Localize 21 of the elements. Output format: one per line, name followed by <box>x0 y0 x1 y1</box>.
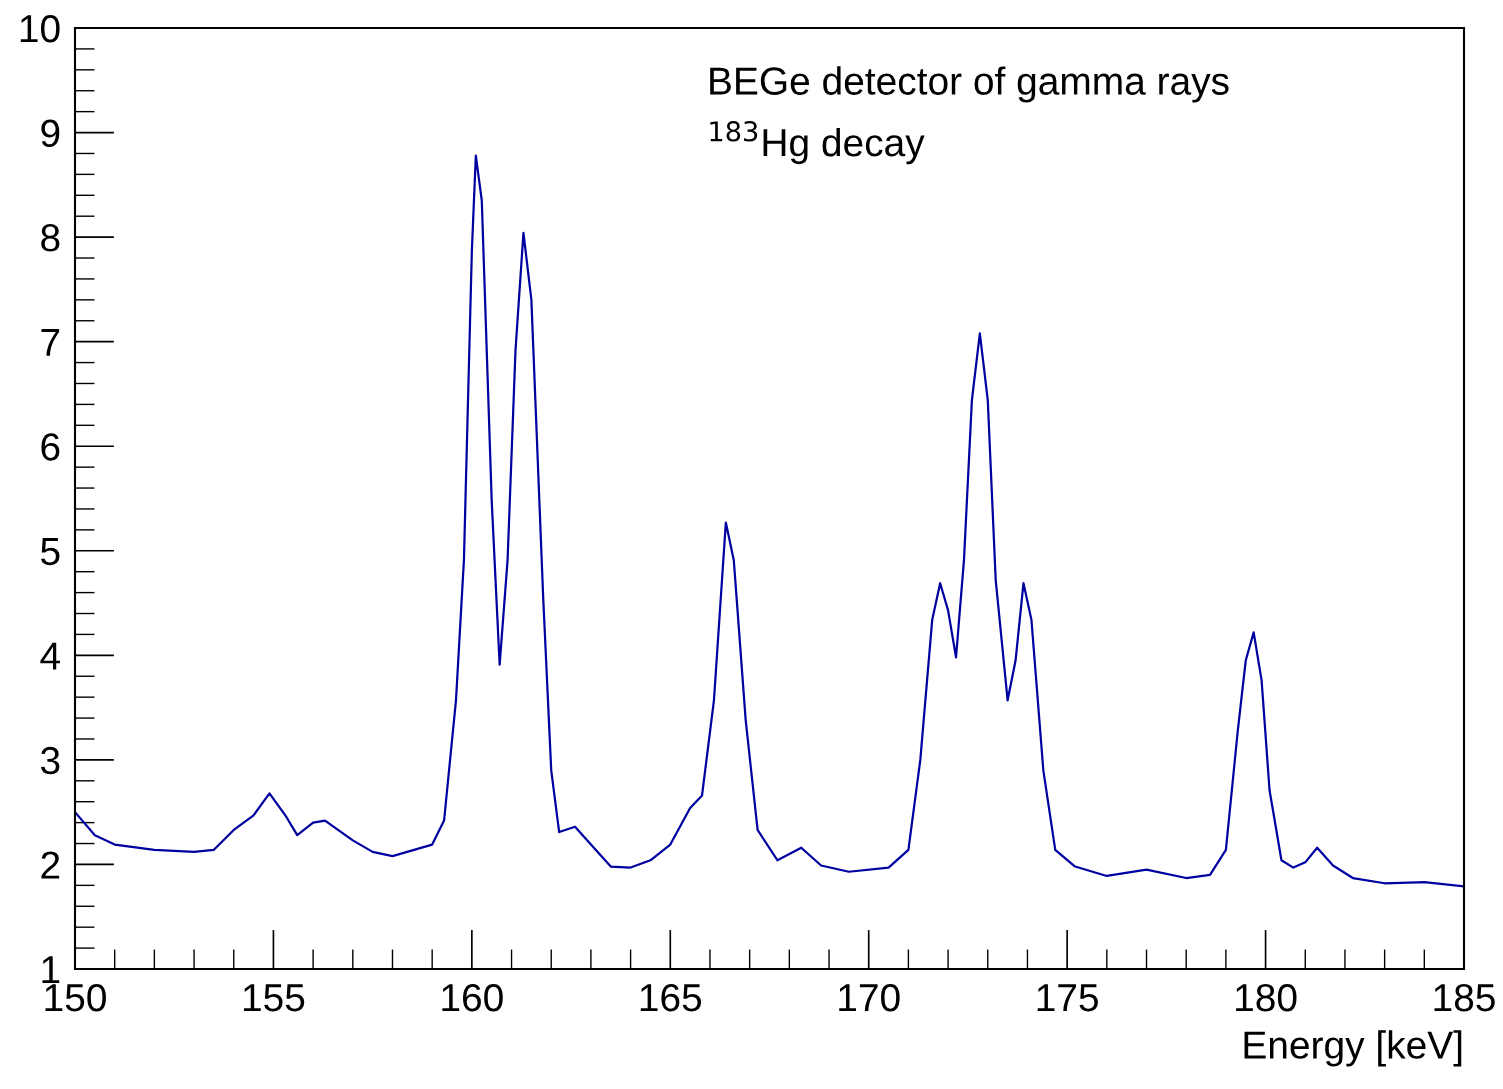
y-tick-label: 8 <box>41 224 60 252</box>
x-tick-label: 160 <box>442 983 503 1012</box>
y-tick-label: 7 <box>41 329 60 356</box>
x-axis-title: Energy [keV] <box>1244 1030 1462 1067</box>
y-tick-label: 4 <box>40 642 60 670</box>
y-tick-label: 3 <box>40 746 60 775</box>
x-tick-label: 155 <box>243 984 305 1012</box>
x-tick-label: 175 <box>1037 984 1098 1012</box>
y-tick-label: 9 <box>41 119 60 148</box>
x-tick-label: 170 <box>839 983 900 1012</box>
x-tick-label: 150 <box>45 983 106 1012</box>
x-tick-label: 185 <box>1434 983 1495 1012</box>
y-tick-label: 5 <box>41 538 60 566</box>
y-tick-label: 2 <box>41 851 60 879</box>
y-tick-label: 1 <box>42 956 60 984</box>
x-tick-label: 180 <box>1236 983 1297 1012</box>
x-tick-label: 165 <box>640 983 702 1012</box>
annotation: BEGe detector of gamma rays <box>710 66 1229 103</box>
annotation: $^{183}$Hg decay <box>710 121 925 165</box>
y-tick-label: 10 <box>20 14 60 43</box>
y-tick-label: 6 <box>41 433 60 461</box>
